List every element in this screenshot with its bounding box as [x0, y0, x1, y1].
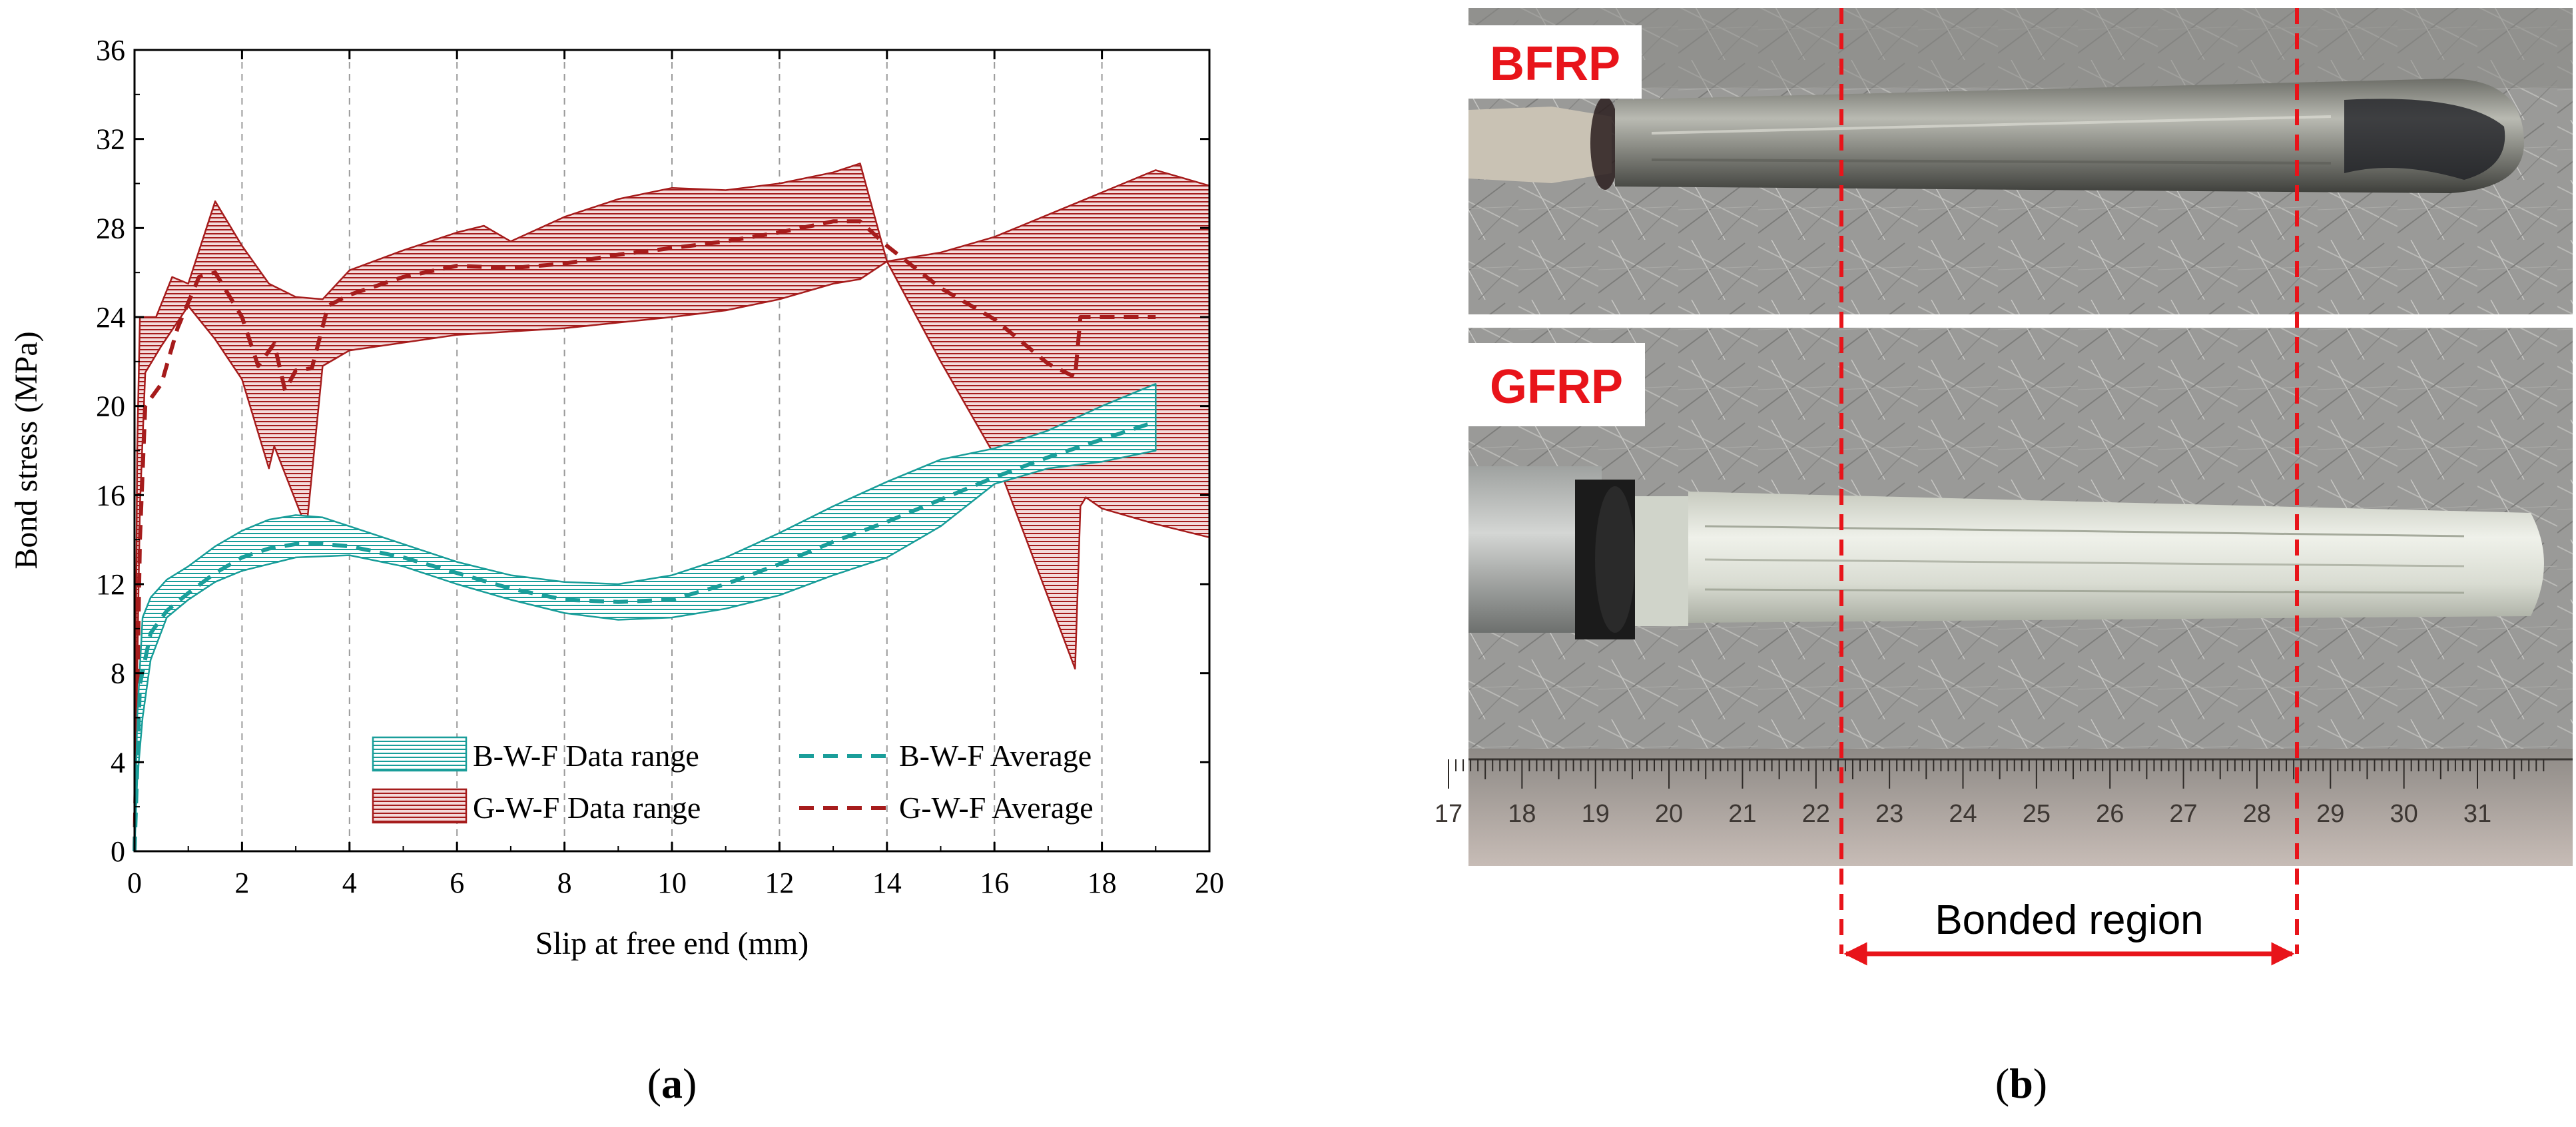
axis-ticks — [133, 49, 1211, 853]
bonded-region-annotation: Bonded region — [1839, 8, 2299, 966]
y-tick-label: 20 — [96, 390, 125, 423]
caption-b: (b) — [1995, 1060, 2047, 1107]
x-tick-label: 10 — [657, 867, 687, 899]
ruler-label: 26 — [2096, 800, 2124, 828]
x-tick-label: 8 — [557, 867, 572, 899]
bonded-region-label: Bonded region — [1935, 897, 2203, 943]
ruler-label: 17 — [1435, 800, 1462, 828]
x-tick-label: 20 — [1195, 867, 1224, 899]
ruler-label: 30 — [2390, 800, 2418, 828]
legend-label-g-w-f-data-range: G-W-F Data range — [473, 791, 701, 825]
ruler-label: 22 — [1802, 800, 1830, 828]
ruler-label: 24 — [1949, 800, 1977, 828]
bfrp-concrete-end — [1468, 107, 1612, 183]
x-tick-label: 14 — [872, 867, 902, 899]
bfrp-label: BFRP — [1490, 37, 1620, 91]
y-tick-label: 36 — [96, 34, 125, 67]
y-tick-label: 32 — [96, 123, 125, 156]
g-w-f-average-line — [133, 219, 1156, 852]
ruler-labels: 17 18 19 20 21 22 23 24 25 26 27 28 29 30 31 — [1435, 800, 2491, 828]
x-axis-label: Slip at free end (mm) — [535, 926, 809, 961]
ruler-label: 29 — [2316, 800, 2344, 828]
ruler-label: 31 — [2463, 800, 2491, 828]
y-tick-label: 16 — [96, 479, 125, 512]
ruler-label: 19 — [1582, 800, 1610, 828]
legend-label-b-w-f-average: B-W-F Average — [899, 739, 1092, 773]
gfrp-bar — [1688, 492, 2544, 623]
x-tick-label: 16 — [980, 867, 1009, 899]
legend: B-W-F Data range B-W-F Average G-W-F Data … — [372, 736, 1094, 825]
gfrp-label: GFRP — [1490, 360, 1623, 414]
y-tick-label: 0 — [111, 835, 125, 868]
ruler-ticks — [1448, 759, 2545, 789]
b-w-f-data-range-band — [133, 383, 1157, 853]
caption-a: (a) — [647, 1060, 697, 1107]
x-tick-label: 12 — [765, 867, 794, 899]
x-tick-label: 6 — [450, 867, 464, 899]
ruler-label: 21 — [1728, 800, 1756, 828]
x-tick-label: 4 — [342, 867, 357, 899]
caption-a-letter: a — [661, 1060, 683, 1107]
ruler-label: 28 — [2243, 800, 2271, 828]
photo-panel: BFRP GFRP 17 18 19 20 21 22 23 24 25 26 27 28 29 30 31 — [1435, 8, 2573, 1107]
x-tick-label: 0 — [127, 867, 142, 899]
ruler-label: 18 — [1508, 800, 1536, 828]
y-tick-label: 28 — [96, 212, 125, 244]
bfrp-label-box — [1468, 25, 1642, 99]
y-tick-label: 12 — [96, 568, 125, 601]
legend-swatch-b-w-f-data-range — [372, 736, 468, 772]
ruler-label: 25 — [2023, 800, 2051, 828]
gfrp-label-box — [1468, 343, 1645, 426]
y-tick-labels: 0 4 8 12 16 20 24 28 32 36 — [96, 34, 125, 868]
x-tick-label: 18 — [1088, 867, 1117, 899]
y-axis-label: Bond stress (MPa) — [9, 331, 44, 569]
y-tick-label: 8 — [111, 657, 125, 690]
caption-b-letter: b — [2009, 1060, 2033, 1107]
ruler-label: 27 — [2169, 800, 2197, 828]
bfrp-photo: BFRP — [1468, 8, 2573, 314]
x-tick-label: 2 — [234, 867, 249, 899]
gfrp-photo: GFRP 17 18 19 20 21 22 23 24 25 26 27 28 29 30 31 — [1435, 328, 2573, 866]
ruler-label: 23 — [1875, 800, 1903, 828]
legend-swatch-g-w-f-data-range — [372, 788, 468, 824]
legend-label-g-w-f-average: G-W-F Average — [899, 791, 1094, 825]
y-tick-label: 24 — [96, 301, 125, 334]
ruler-label: 20 — [1655, 800, 1683, 828]
x-tick-labels: 0 2 4 6 8 10 12 14 16 18 20 — [127, 867, 1224, 899]
legend-label-b-w-f-data-range: B-W-F Data range — [473, 739, 699, 773]
y-tick-label: 4 — [111, 746, 125, 779]
b-w-f-average-line — [133, 420, 1157, 852]
